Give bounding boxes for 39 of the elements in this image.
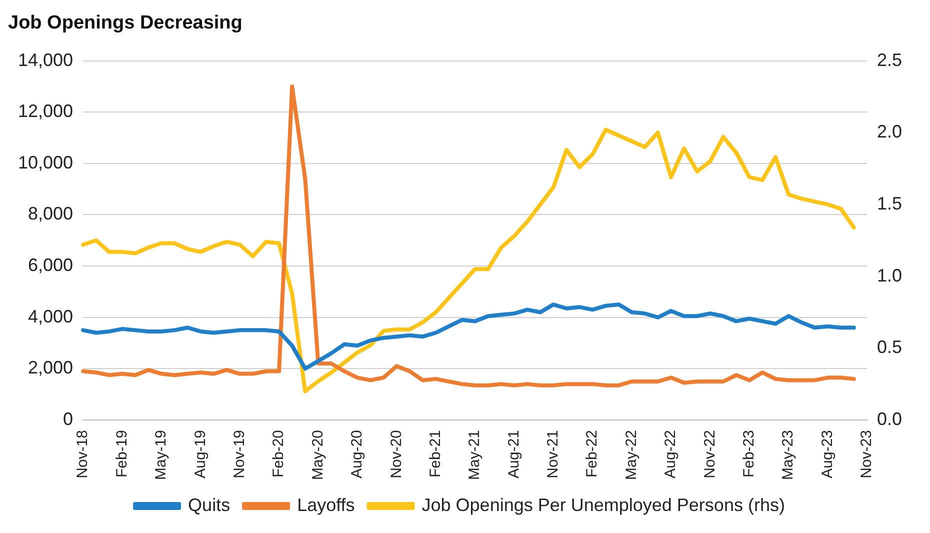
x-tick-label: May-21 — [466, 430, 484, 480]
x-tick-label: Nov-20 — [388, 430, 405, 478]
y-tick-label: 2,000 — [28, 358, 74, 378]
x-tick-label: Feb-23 — [740, 430, 758, 478]
x-tick-label: Feb-22 — [584, 430, 601, 478]
x-tick-label: Nov-19 — [230, 430, 248, 478]
y2-tick-label: 1.5 — [876, 193, 902, 214]
x-tick-label: Nov-23 — [858, 430, 876, 478]
y2-tick-label: 2.0 — [876, 122, 902, 142]
x-tick-label: May-19 — [152, 430, 170, 480]
x-tick-label: Nov-21 — [544, 430, 562, 478]
legend-label: Job Openings Per Unemployed Persons (rhs) — [422, 494, 785, 515]
x-tick-label: Aug-19 — [192, 430, 209, 478]
x-tick-label: Aug-22 — [662, 430, 680, 478]
x-tick-label: May-22 — [622, 430, 640, 480]
y-tick-label: 12,000 — [18, 101, 74, 122]
y-tick-label: 0 — [63, 408, 74, 429]
legend-label: Quits — [188, 494, 230, 515]
y2-tick-label: 0.5 — [876, 337, 902, 358]
y-tick-label: 10,000 — [18, 152, 74, 172]
x-tick-label: Aug-21 — [505, 430, 522, 478]
y2-tick-label: 2.5 — [876, 50, 902, 70]
x-tick-label: May-23 — [780, 430, 797, 480]
y-tick-label: 8,000 — [28, 204, 74, 224]
x-tick-label: Nov-18 — [74, 430, 92, 478]
legend-label: Layoffs — [297, 494, 355, 515]
x-tick-label: May-20 — [309, 430, 326, 480]
x-tick-label: Aug-23 — [818, 430, 836, 478]
x-tick-label: Aug-20 — [348, 430, 366, 478]
x-tick-label: Nov-22 — [701, 430, 718, 478]
y2-tick-label: 0.0 — [876, 408, 902, 429]
x-tick-label: Feb-19 — [113, 430, 130, 478]
y-tick-label: 4,000 — [28, 306, 74, 326]
y2-tick-label: 1.0 — [876, 265, 902, 286]
y-tick-label: 14,000 — [18, 50, 74, 70]
y-tick-label: 6,000 — [28, 255, 74, 276]
x-tick-label: Feb-20 — [270, 430, 288, 478]
x-tick-label: Feb-21 — [426, 430, 444, 478]
chart-title: Job Openings Decreasing — [8, 12, 242, 34]
